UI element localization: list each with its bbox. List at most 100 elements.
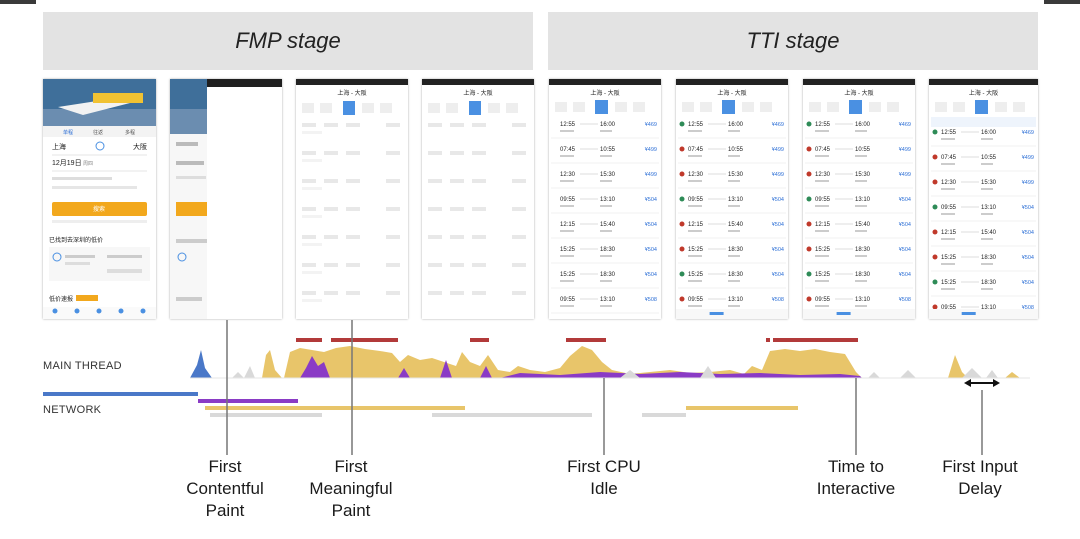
flight-price: ¥504	[772, 222, 784, 228]
search-button[interactable]	[52, 202, 147, 216]
flight-price: ¥504	[899, 247, 911, 253]
flight-row[interactable]: 15:25 18:30 ¥504	[931, 254, 1036, 272]
check-icon	[52, 252, 62, 262]
departure-time: 15:25	[941, 255, 957, 261]
flight-row[interactable]: 12:15 15:40 ¥504	[931, 229, 1036, 247]
flight-price: ¥504	[899, 222, 911, 228]
flight-row[interactable]: 09:55 13:10 ¥504	[931, 204, 1036, 222]
flight-row[interactable]: 12:55 16:00 ¥469	[551, 122, 659, 139]
flight-row[interactable]: 07:45 10:55 ¥499	[931, 154, 1036, 172]
selected-date-tab[interactable]	[849, 100, 862, 114]
flight-row[interactable]: 15:25 18:30 ¥504	[551, 272, 659, 289]
departure-time: 15:25	[815, 247, 831, 253]
arrival-time: 15:40	[855, 222, 871, 228]
flight-price: ¥504	[1022, 255, 1034, 261]
flight-row[interactable]: 12:30 15:30 ¥499	[805, 171, 913, 189]
flight-row[interactable]: 15:25 18:30 ¥504	[678, 246, 786, 264]
arrival-time: 13:10	[855, 197, 871, 203]
flight-row[interactable]: 07:45 10:55 ¥499	[678, 146, 786, 164]
departure-time: 09:55	[688, 197, 704, 203]
arrival-time: 16:00	[855, 122, 871, 128]
flight-price: ¥469	[1022, 130, 1034, 136]
airline-logo-icon	[932, 204, 938, 210]
flight-row[interactable]: 15:25 18:30 ¥504	[805, 246, 913, 264]
flight-row[interactable]: 09:55 13:10 ¥504	[551, 197, 659, 214]
flight-price: ¥499	[645, 147, 657, 153]
fmp-stage-banner: FMP stage	[43, 12, 533, 70]
time-to-interactive-label: Time to Interactive	[816, 457, 896, 498]
flight-price: ¥469	[899, 122, 911, 128]
route-from-text[interactable]: 上海	[52, 142, 66, 151]
arrival-time: 13:10	[981, 205, 997, 211]
tab-oneway-label[interactable]: 单程	[63, 129, 73, 136]
flight-row[interactable]: 15:25 18:30 ¥504	[805, 271, 913, 289]
list-header-route: 上海 - 大阪	[590, 89, 619, 97]
screenshot-flight-list-1: 上海 - 大阪 12:55 16:00 ¥469 07:45 10:55 ¥499 12:30…	[549, 79, 661, 319]
arrival-time: 18:30	[981, 280, 997, 286]
date-text[interactable]: 12月19日	[52, 159, 82, 167]
selected-date-tab[interactable]	[595, 100, 608, 114]
flight-row[interactable]: 12:55 16:00 ¥469	[931, 129, 1036, 147]
tab-return-label[interactable]: 往返	[93, 129, 103, 136]
airline-logo-icon	[679, 196, 685, 202]
flight-price: ¥469	[645, 122, 657, 128]
arrival-time: 16:00	[981, 130, 997, 136]
flight-row[interactable]: 12:55 16:00 ¥469	[805, 121, 913, 139]
departure-time: 12:55	[560, 122, 576, 128]
arrival-time: 10:55	[981, 155, 997, 161]
flight-price: ¥504	[645, 272, 657, 278]
tti-stage-banner: TTI stage	[548, 12, 1038, 70]
departure-time: 15:25	[688, 272, 704, 278]
search-button-label[interactable]: 搜索	[93, 205, 105, 213]
flight-price: ¥504	[645, 247, 657, 253]
screenshot-flight-list-4: 上海 - 大阪 12:55 16:00 ¥469 07:45 10:55 ¥499 12:30…	[929, 79, 1038, 319]
flight-price: ¥499	[772, 172, 784, 178]
arrival-time: 15:40	[981, 230, 997, 236]
flight-row[interactable]: 12:30 15:30 ¥499	[551, 172, 659, 189]
airline-logo-icon	[806, 221, 812, 227]
flight-row[interactable]: 12:30 15:30 ¥499	[931, 179, 1036, 197]
flight-row[interactable]: 07:45 10:55 ¥499	[551, 147, 659, 164]
departure-time: 15:25	[815, 272, 831, 278]
first-contentful-paint-label: First Contentful Paint	[186, 457, 264, 520]
arrival-time: 16:00	[728, 122, 744, 128]
flight-price: ¥508	[772, 297, 784, 303]
flight-price: ¥499	[645, 172, 657, 178]
flight-row[interactable]: 12:15 15:40 ¥504	[551, 222, 659, 239]
flight-price: ¥499	[1022, 180, 1034, 186]
selected-date-tab[interactable]	[975, 100, 988, 114]
arrival-time: 10:55	[855, 147, 871, 153]
flight-row[interactable]: 12:15 15:40 ¥504	[678, 221, 786, 239]
screenshot-flight-list-2: 上海 - 大阪 12:55 16:00 ¥469 07:45 10:55 ¥499 12:30…	[676, 79, 788, 319]
flight-row[interactable]: 09:55 13:10 ¥508	[551, 297, 659, 314]
arrival-time: 18:30	[981, 255, 997, 261]
airline-logo-icon	[806, 171, 812, 177]
screenshot-search-page: 单程 往返 多程 上海 大阪 12月19日 周四 搜索 已找到去深圳的低价 低价…	[43, 79, 156, 319]
flight-row[interactable]: 15:25 18:30 ¥504	[931, 279, 1036, 297]
departure-time: 15:25	[560, 272, 576, 278]
airline-logo-icon	[932, 254, 938, 260]
route-to-text[interactable]: 大阪	[133, 142, 147, 151]
flight-row[interactable]: 09:55 13:10 ¥504	[805, 196, 913, 214]
arrival-time: 10:55	[600, 147, 616, 153]
flight-price: ¥504	[645, 222, 657, 228]
selected-date-tab[interactable]	[722, 100, 735, 114]
network-label: NETWORK	[43, 404, 102, 416]
airline-logo-icon	[806, 296, 812, 302]
weekday-text: 周四	[83, 161, 93, 167]
flight-row[interactable]: 12:15 15:40 ¥504	[805, 221, 913, 239]
flight-row[interactable]: 15:25 18:30 ¥504	[678, 271, 786, 289]
tab-multi-label[interactable]: 多程	[125, 129, 135, 136]
airline-logo-icon	[806, 146, 812, 152]
swap-icon[interactable]	[95, 141, 105, 151]
airline-logo-icon	[679, 221, 685, 227]
flight-price: ¥499	[1022, 155, 1034, 161]
flight-row[interactable]: 12:30 15:30 ¥499	[678, 171, 786, 189]
flight-row[interactable]: 09:55 13:10 ¥504	[678, 196, 786, 214]
flight-row[interactable]: 12:55 16:00 ¥469	[678, 121, 786, 139]
flight-row[interactable]: 15:25 18:30 ¥504	[551, 247, 659, 264]
flight-price: ¥504	[899, 272, 911, 278]
airline-logo-icon	[932, 279, 938, 285]
flight-row[interactable]: 07:45 10:55 ¥499	[805, 146, 913, 164]
